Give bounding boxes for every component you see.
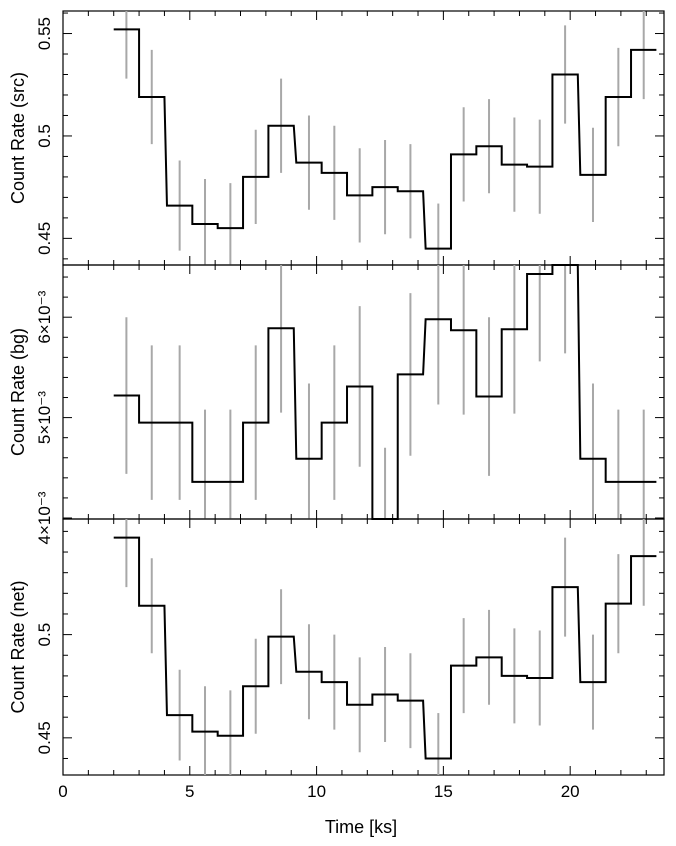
plot-frame-bg [62, 264, 665, 520]
x-tick-label: 20 [561, 782, 580, 801]
step-line-src [113, 28, 657, 250]
y-tick-label-net: 0.5 [35, 623, 54, 647]
y-tick-label-bg: 6×10⁻³ [35, 290, 54, 343]
y-axis-label-bg: Count Rate (bg) [8, 328, 28, 456]
x-tick-label: 10 [307, 782, 326, 801]
plot-frame-net [62, 518, 665, 776]
panel-bg: 4×10⁻³ 5×10⁻³ 6×10⁻³ Count Rate (bg) [8, 264, 665, 544]
y-tick-label-net: 0.45 [35, 721, 54, 754]
plot-frame-src [62, 10, 665, 266]
step-line-net [113, 536, 657, 760]
x-axis-label: Time [ks] [325, 817, 397, 837]
y-tick-label-src: 0.45 [35, 222, 54, 255]
y-tick-label-bg: 4×10⁻³ [35, 491, 54, 544]
x-tick-label: 0 [58, 782, 67, 801]
x-tick-label: 15 [434, 782, 453, 801]
y-axis-label-src: Count Rate (src) [8, 72, 28, 204]
y-tick-label-bg: 5×10⁻³ [35, 391, 54, 444]
x-tick-label: 5 [185, 782, 194, 801]
y-axis-label-net: Count Rate (net) [8, 580, 28, 713]
panel-net: 0.45 0.5 Count Rate (net) 0 5 10 15 20 [8, 518, 665, 801]
y-tick-label-src: 0.55 [35, 17, 54, 50]
panel-src: 0.45 0.5 0.55 Count Rate (src) [8, 10, 665, 266]
y-tick-label-src: 0.5 [35, 124, 54, 148]
